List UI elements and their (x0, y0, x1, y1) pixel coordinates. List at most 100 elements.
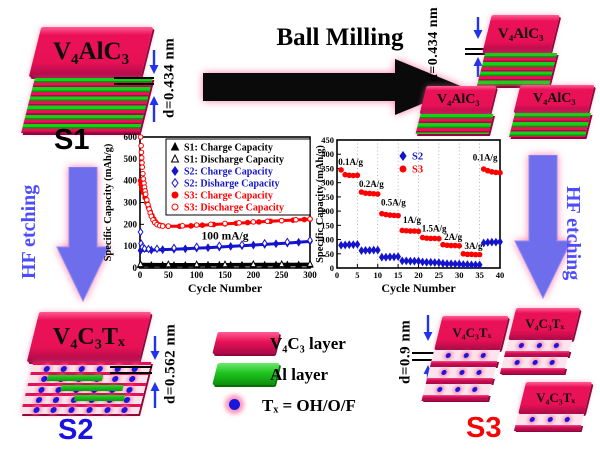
s3-stack-1-formula: V₄C₃Tₓ (451, 325, 491, 340)
svg-text:0.1A/g: 0.1A/g (473, 152, 498, 162)
s2-dspacing-label: d=0.562 nm (162, 323, 179, 405)
svg-text:1.5A/g: 1.5A/g (422, 224, 447, 234)
svg-text:100: 100 (124, 241, 138, 251)
svg-text:150: 150 (218, 270, 232, 280)
milled-gap-line-bottom (465, 53, 499, 55)
svg-text:100 mA/g: 100 mA/g (202, 231, 249, 243)
svg-text:250: 250 (321, 192, 334, 202)
svg-text:100: 100 (190, 270, 204, 280)
svg-text:40: 40 (496, 270, 505, 280)
milled-stack-3-formula: V₄AlC₃ (532, 91, 576, 106)
milled-stack-1-layers (476, 53, 558, 86)
svg-text:200: 200 (124, 219, 138, 229)
s3-label: S3 (466, 412, 502, 444)
svg-text:S3: S3 (412, 165, 423, 176)
svg-text:S2: Disharge Capacity: S2: Disharge Capacity (184, 179, 280, 190)
ball-milling-label: Ball Milling (276, 24, 404, 51)
s1-gap-line-top (114, 77, 154, 79)
svg-text:35: 35 (475, 270, 484, 280)
s2-formula: V₄C₃Tₓ (53, 323, 125, 350)
ball-milling-arrow-icon (203, 59, 463, 115)
svg-text:300: 300 (303, 270, 317, 280)
milled-stack-1-slab: V₄AlC₃ (482, 15, 560, 53)
milled-stack-3-slab: V₄AlC₃ (513, 85, 595, 113)
legend-al-label: Al layer (270, 365, 329, 384)
svg-text:50: 50 (326, 249, 335, 259)
svg-text:350: 350 (321, 163, 334, 173)
svg-text:S2: Charge Capacity: S2: Charge Capacity (184, 167, 273, 178)
svg-text:Specific Capacity (mAh/g): Specific Capacity (mAh/g) (103, 143, 114, 261)
milled-dspacing-arrows (473, 17, 483, 77)
hf-etching-right-label: HF etching (562, 185, 584, 281)
milled-stack-3-layers (509, 113, 591, 137)
svg-text:25: 25 (435, 270, 444, 280)
hf-etching-right-arrow-icon (514, 155, 572, 300)
svg-text:S1: Discharge Capacity: S1: Discharge Capacity (184, 155, 284, 166)
milled-dspacing-label: d=0.434 nm (426, 6, 441, 82)
svg-text:250: 250 (275, 270, 289, 280)
svg-text:Cycle Number: Cycle Number (188, 281, 263, 295)
s2-dspacing-arrows (150, 336, 160, 408)
svg-text:0: 0 (330, 263, 334, 273)
s2-gap-line-top (110, 366, 152, 368)
milled-stack-2-slab: V₄AlC₃ (419, 86, 497, 114)
svg-text:300: 300 (321, 178, 334, 188)
s2-gap-line-bottom (110, 372, 152, 374)
s2-etched-layer-stack (20, 362, 152, 415)
s3-stack-2-formula: V₄C₃Tₓ (524, 316, 564, 331)
legend-tx-dot-icon (229, 399, 240, 410)
svg-text:10: 10 (374, 270, 383, 280)
s3-stack-3: V₄C₃Tₓ (513, 382, 593, 431)
hf-etching-left-label: HF etching (18, 184, 40, 280)
svg-text:100: 100 (321, 235, 334, 245)
milled-stack-2-formula: V₄AlC₃ (436, 92, 480, 107)
svg-text:Specific Capacity (mAh/g): Specific Capacity (mAh/g) (315, 145, 326, 263)
svg-text:50: 50 (164, 270, 174, 280)
svg-text:3A/g: 3A/g (465, 241, 484, 251)
s2-v4c3tx-slab: V₄C₃Tₓ (26, 312, 152, 362)
svg-text:150: 150 (321, 220, 334, 230)
svg-text:0: 0 (138, 270, 143, 280)
s3-stack-2: V₄C₃Tₓ (499, 308, 581, 374)
s2-tx-row (20, 403, 142, 415)
svg-text:0: 0 (133, 263, 138, 273)
s1-gap-line-bottom (114, 83, 154, 85)
svg-text:S1: Charge Capacity: S1: Charge Capacity (184, 143, 273, 154)
svg-text:300: 300 (124, 198, 138, 208)
svg-text:600: 600 (124, 132, 138, 142)
rate-capability-chart: 0 5 10 15 20 25 30 35 40050100150200250300350400… (315, 135, 505, 295)
svg-text:1A/g: 1A/g (403, 215, 422, 225)
s1-formula: V₄AlC₃ (52, 38, 130, 65)
milled-gap-line-top (465, 48, 499, 50)
svg-text:30: 30 (455, 270, 464, 280)
s1-dspacing-label: d=0.434 nm (161, 37, 178, 119)
svg-text:400: 400 (321, 149, 334, 159)
svg-text:15: 15 (394, 270, 403, 280)
svg-text:S2: S2 (412, 152, 423, 163)
svg-text:S3: Charge Capacity: S3: Charge Capacity (184, 191, 273, 202)
svg-text:S3: Discharge Capacity: S3: Discharge Capacity (184, 203, 284, 214)
s2-label: S2 (58, 414, 94, 446)
svg-text:0.2A/g: 0.2A/g (359, 179, 384, 189)
svg-text:400: 400 (124, 176, 138, 186)
legend-v4c3-label: V₄C₃ layer (270, 334, 346, 353)
milled-stack-1-formula: V₄AlC₃ (498, 25, 544, 42)
svg-text:2A/g: 2A/g (444, 232, 463, 242)
legend-tx-label: Tₓ = OH/O/F (262, 396, 356, 415)
s2-residual-al-bar (60, 385, 124, 391)
svg-text:0.1A/g: 0.1A/g (338, 157, 363, 167)
svg-text:0: 0 (335, 270, 339, 280)
svg-text:450: 450 (321, 135, 334, 145)
s1-v4alc3-slab: V₄AlC₃ (28, 27, 154, 77)
s1-label: S1 (54, 124, 90, 156)
svg-text:500: 500 (124, 154, 138, 164)
svg-text:20: 20 (414, 270, 423, 280)
svg-text:200: 200 (321, 206, 334, 216)
s2-residual-al-bar (46, 375, 104, 381)
s2-residual-al-bar (73, 395, 126, 401)
cycling-performance-chart: 0 50 100 150 200 250 300 0 100 200 300 400 500 600 Cyc… (103, 132, 317, 295)
svg-text:0.5A/g: 0.5A/g (381, 197, 406, 207)
svg-text:200: 200 (247, 270, 261, 280)
svg-text:Cycle Number: Cycle Number (381, 281, 456, 295)
